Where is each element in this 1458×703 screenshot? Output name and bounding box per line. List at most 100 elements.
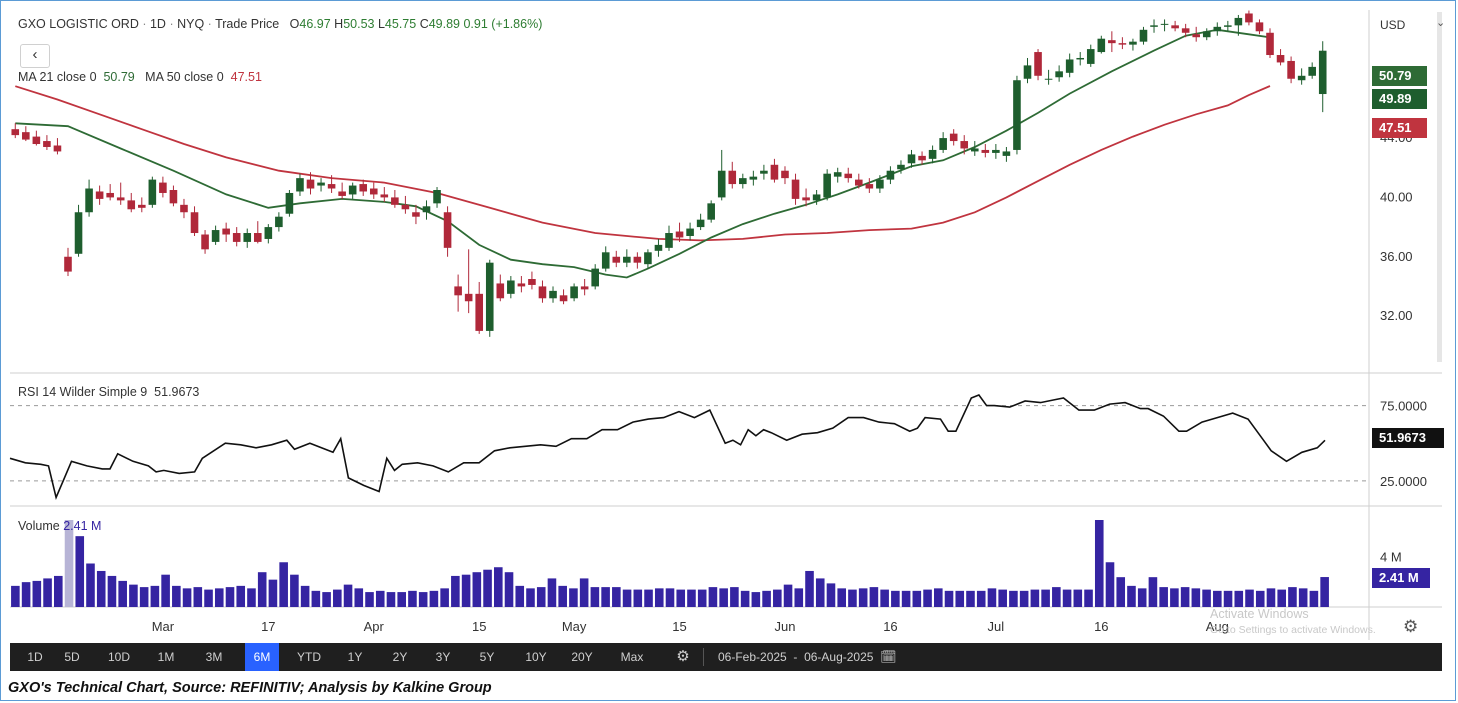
candle[interactable]	[897, 160, 905, 174]
candle[interactable]	[633, 252, 642, 269]
volume-bar[interactable]	[622, 589, 632, 607]
volume-bar[interactable]	[891, 590, 900, 607]
volume-bar[interactable]	[987, 588, 997, 607]
volume-bar[interactable]	[815, 578, 825, 607]
candle[interactable]	[1245, 10, 1253, 26]
candle[interactable]	[243, 228, 252, 248]
volume-bar[interactable]	[998, 589, 1007, 607]
volume-bar[interactable]	[687, 589, 696, 607]
candle[interactable]	[454, 274, 462, 312]
volume-bar[interactable]	[494, 567, 503, 607]
volume-bar[interactable]	[730, 587, 739, 607]
volume-bar[interactable]	[461, 574, 471, 607]
candle[interactable]	[876, 175, 884, 193]
timeframe-1m-button[interactable]: 1M	[157, 650, 175, 664]
volume-bar[interactable]	[848, 589, 857, 607]
volume-bar[interactable]	[343, 584, 353, 607]
candle[interactable]	[1255, 19, 1264, 35]
volume-bar[interactable]	[32, 580, 42, 607]
candle[interactable]	[507, 276, 515, 299]
volume-bar[interactable]	[322, 592, 331, 607]
timeframe-2y-button[interactable]: 2Y	[392, 650, 408, 664]
candle[interactable]	[549, 286, 557, 303]
candle[interactable]	[1266, 28, 1274, 58]
volume-bar[interactable]	[1170, 588, 1179, 607]
volume-bar[interactable]	[365, 592, 374, 607]
candle[interactable]	[601, 246, 610, 272]
volume-bar[interactable]	[1255, 590, 1265, 607]
volume-panel[interactable]	[11, 520, 1329, 607]
volume-bar[interactable]	[1019, 590, 1029, 607]
volume-bar[interactable]	[794, 588, 804, 607]
volume-bar[interactable]	[966, 590, 975, 607]
candle[interactable]	[717, 149, 726, 201]
candle[interactable]	[127, 192, 136, 213]
volume-bar[interactable]	[375, 590, 385, 607]
candle[interactable]	[138, 197, 146, 213]
candle[interactable]	[264, 224, 273, 244]
volume-bar[interactable]	[161, 574, 170, 607]
candle[interactable]	[116, 182, 125, 205]
candle[interactable]	[1202, 28, 1211, 41]
candle[interactable]	[1023, 57, 1032, 84]
collapse-back-button[interactable]: ‹	[20, 44, 50, 68]
candle[interactable]	[802, 188, 810, 207]
candle[interactable]	[43, 135, 51, 150]
volume-bar[interactable]	[1105, 562, 1115, 607]
volume-bar[interactable]	[483, 569, 492, 607]
candle[interactable]	[1118, 37, 1127, 50]
candle[interactable]	[981, 144, 990, 158]
volume-bar[interactable]	[912, 590, 922, 607]
candle[interactable]	[992, 144, 1000, 159]
volume-bar[interactable]	[268, 579, 278, 607]
candle[interactable]	[496, 274, 505, 302]
volume-bar[interactable]	[247, 588, 256, 607]
rsi-panel[interactable]	[9, 394, 1369, 501]
candle[interactable]	[422, 200, 431, 220]
candle[interactable]	[180, 198, 188, 219]
candle[interactable]	[1034, 49, 1042, 81]
volume-bar[interactable]	[976, 590, 986, 607]
volume-bar[interactable]	[526, 588, 535, 607]
volume-bar[interactable]	[1009, 590, 1018, 607]
candle[interactable]	[675, 222, 684, 242]
volume-bar[interactable]	[751, 592, 761, 607]
timeframe-ytd-button[interactable]: YTD	[297, 650, 321, 664]
candle[interactable]	[1171, 20, 1179, 32]
currency-select[interactable]: USD ⌄	[1372, 12, 1447, 38]
volume-bar[interactable]	[1266, 588, 1276, 607]
volume-bar[interactable]	[654, 588, 664, 607]
volume-bar[interactable]	[1148, 577, 1158, 607]
candle[interactable]	[865, 178, 874, 193]
volume-bar[interactable]	[21, 582, 31, 607]
volume-bar[interactable]	[64, 520, 74, 607]
volume-bar[interactable]	[762, 590, 771, 607]
candle[interactable]	[53, 138, 62, 155]
candle[interactable]	[1213, 22, 1222, 36]
volume-bar[interactable]	[1159, 587, 1168, 607]
candle[interactable]	[285, 190, 294, 217]
candle[interactable]	[686, 222, 694, 241]
candle[interactable]	[1086, 44, 1095, 67]
volume-bar[interactable]	[676, 589, 686, 607]
candle[interactable]	[485, 259, 494, 337]
candle[interactable]	[369, 182, 378, 199]
volume-bar[interactable]	[1191, 588, 1201, 607]
candle[interactable]	[1065, 53, 1074, 78]
volume-bar[interactable]	[601, 587, 610, 607]
volume-bar[interactable]	[697, 589, 707, 607]
candle[interactable]	[443, 206, 452, 257]
volume-bar[interactable]	[1180, 587, 1190, 607]
volume-bar[interactable]	[418, 592, 428, 607]
candle[interactable]	[1139, 26, 1148, 45]
candle[interactable]	[623, 249, 631, 268]
volume-bar[interactable]	[1245, 589, 1254, 607]
volume-bar[interactable]	[236, 585, 246, 607]
volume-bar[interactable]	[1234, 590, 1244, 607]
volume-bar[interactable]	[880, 589, 889, 607]
volume-bar[interactable]	[129, 584, 138, 607]
timeframe-3y-button[interactable]: 3Y	[435, 650, 451, 664]
calendar-icon[interactable]: 🗓	[880, 649, 897, 664]
volume-bar[interactable]	[1127, 585, 1136, 607]
date-range-picker[interactable]: 06-Feb-2025 - 06-Aug-2025 🗓	[718, 643, 897, 671]
